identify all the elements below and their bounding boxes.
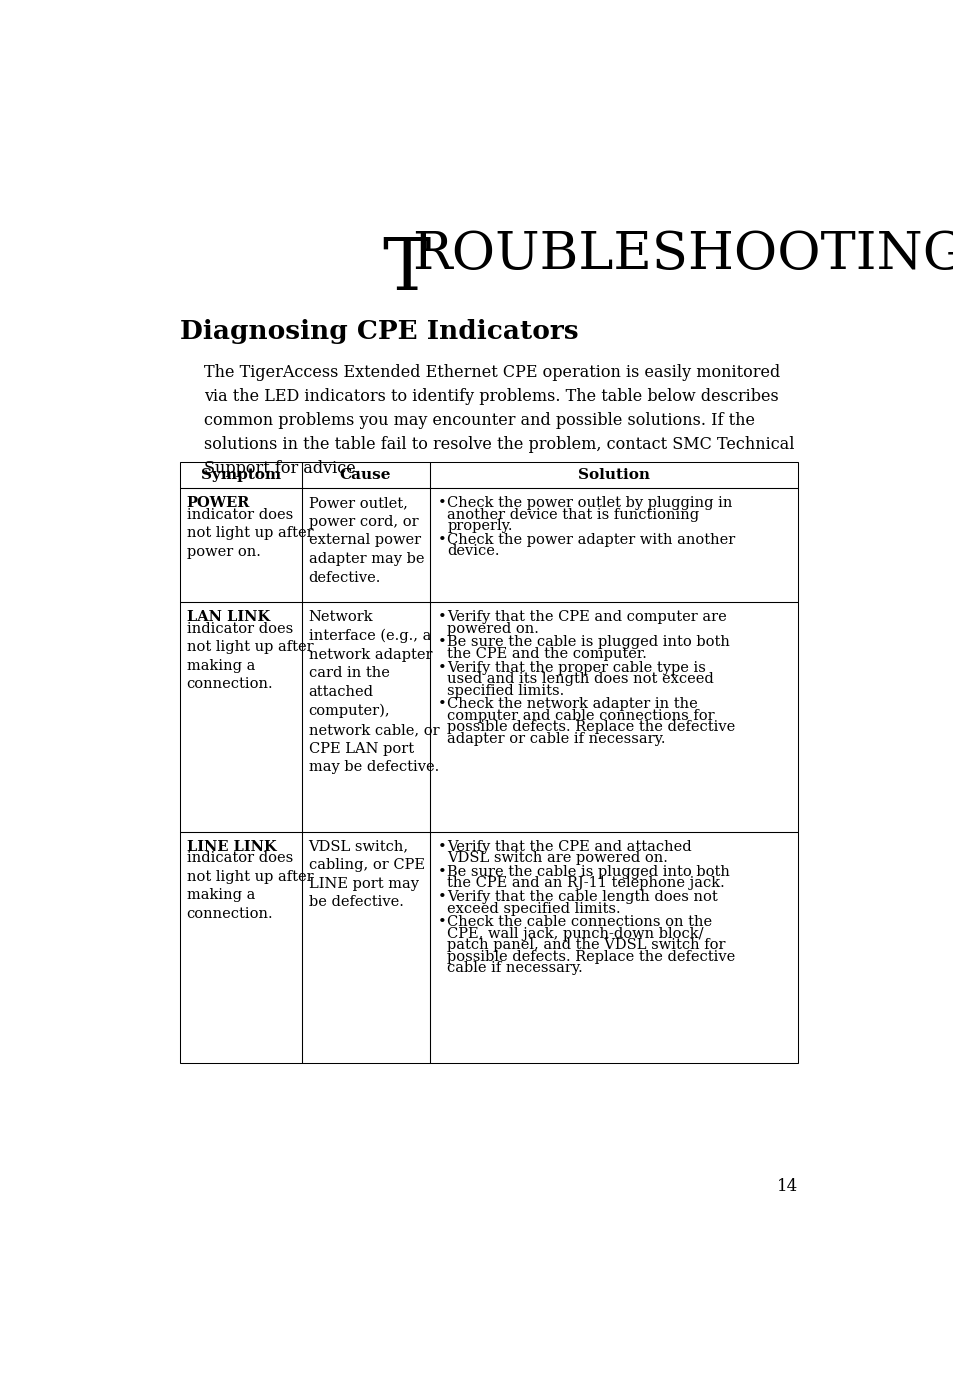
- Text: LINE LINK: LINE LINK: [187, 840, 276, 854]
- Text: •: •: [437, 636, 446, 650]
- Text: specified limits.: specified limits.: [447, 683, 564, 698]
- Text: exceed specified limits.: exceed specified limits.: [447, 902, 620, 916]
- Text: VDSL switch are powered on.: VDSL switch are powered on.: [447, 851, 667, 865]
- Text: •: •: [437, 697, 446, 712]
- Text: •: •: [437, 611, 446, 625]
- Bar: [429, 602, 798, 831]
- Text: cable if necessary.: cable if necessary.: [447, 962, 582, 976]
- Text: Be sure the cable is plugged into both: Be sure the cable is plugged into both: [447, 865, 729, 879]
- Text: Verify that the CPE and computer are: Verify that the CPE and computer are: [447, 611, 726, 625]
- Text: indicator does
not light up after
making a
connection.: indicator does not light up after making…: [187, 622, 313, 691]
- Text: Check the power outlet by plugging in: Check the power outlet by plugging in: [447, 496, 732, 511]
- Text: powered on.: powered on.: [447, 622, 538, 636]
- Bar: [301, 489, 429, 602]
- Bar: [301, 831, 429, 1063]
- Text: Power outlet,
power cord, or
external power
adapter may be
defective.: Power outlet, power cord, or external po…: [308, 496, 423, 584]
- Text: POWER: POWER: [187, 496, 250, 511]
- Bar: [429, 462, 798, 489]
- Text: possible defects. Replace the defective: possible defects. Replace the defective: [447, 720, 735, 734]
- Text: device.: device.: [447, 544, 499, 558]
- Text: Be sure the cable is plugged into both: Be sure the cable is plugged into both: [447, 636, 729, 650]
- Text: ROUBLESHOOTING: ROUBLESHOOTING: [412, 229, 953, 280]
- Text: Solution: Solution: [578, 468, 649, 483]
- Text: VDSL switch,
cabling, or CPE
LINE port may
be defective.: VDSL switch, cabling, or CPE LINE port m…: [308, 840, 424, 909]
- Text: •: •: [437, 496, 446, 511]
- Text: computer and cable connections for: computer and cable connections for: [447, 709, 714, 723]
- Text: used and its length does not exceed: used and its length does not exceed: [447, 672, 714, 686]
- Text: •: •: [437, 661, 446, 675]
- Text: •: •: [437, 533, 446, 547]
- Text: The TigerAccess Extended Ethernet CPE operation is easily monitored
via the LED : The TigerAccess Extended Ethernet CPE op…: [204, 364, 794, 477]
- Text: adapter or cable if necessary.: adapter or cable if necessary.: [447, 731, 665, 745]
- Text: •: •: [437, 840, 446, 854]
- Text: another device that is functioning: another device that is functioning: [447, 508, 699, 522]
- Text: indicator does
not light up after
power on.: indicator does not light up after power …: [187, 508, 313, 559]
- Text: Check the network adapter in the: Check the network adapter in the: [447, 697, 698, 712]
- Text: Cause: Cause: [339, 468, 391, 483]
- Bar: [429, 831, 798, 1063]
- Text: Check the power adapter with another: Check the power adapter with another: [447, 533, 735, 547]
- Text: LAN LINK: LAN LINK: [187, 611, 270, 625]
- Bar: [179, 462, 301, 489]
- Text: Network
interface (e.g., a
network adapter
card in the
attached
computer),
netwo: Network interface (e.g., a network adapt…: [308, 611, 438, 775]
- Bar: [179, 831, 301, 1063]
- Bar: [179, 489, 301, 602]
- Text: •: •: [437, 890, 446, 904]
- Text: •: •: [437, 915, 446, 930]
- Text: the CPE and an RJ-11 telephone jack.: the CPE and an RJ-11 telephone jack.: [447, 876, 724, 890]
- Text: properly.: properly.: [447, 519, 513, 533]
- Bar: [301, 462, 429, 489]
- Text: patch panel, and the VDSL switch for: patch panel, and the VDSL switch for: [447, 938, 725, 952]
- Bar: [301, 602, 429, 831]
- Text: Verify that the proper cable type is: Verify that the proper cable type is: [447, 661, 705, 675]
- Text: Check the cable connections on the: Check the cable connections on the: [447, 915, 712, 930]
- Text: T: T: [382, 235, 431, 305]
- Text: Symptom: Symptom: [200, 468, 280, 483]
- Text: CPE, wall jack, punch-down block/: CPE, wall jack, punch-down block/: [447, 927, 703, 941]
- Text: possible defects. Replace the defective: possible defects. Replace the defective: [447, 949, 735, 963]
- Text: Diagnosing CPE Indicators: Diagnosing CPE Indicators: [179, 319, 578, 344]
- Text: 14: 14: [776, 1178, 798, 1195]
- Bar: [429, 489, 798, 602]
- Text: Verify that the cable length does not: Verify that the cable length does not: [447, 890, 718, 904]
- Bar: [179, 602, 301, 831]
- Text: Verify that the CPE and attached: Verify that the CPE and attached: [447, 840, 691, 854]
- Text: the CPE and the computer.: the CPE and the computer.: [447, 647, 646, 661]
- Text: •: •: [437, 865, 446, 879]
- Text: indicator does
not light up after
making a
connection.: indicator does not light up after making…: [187, 851, 313, 920]
